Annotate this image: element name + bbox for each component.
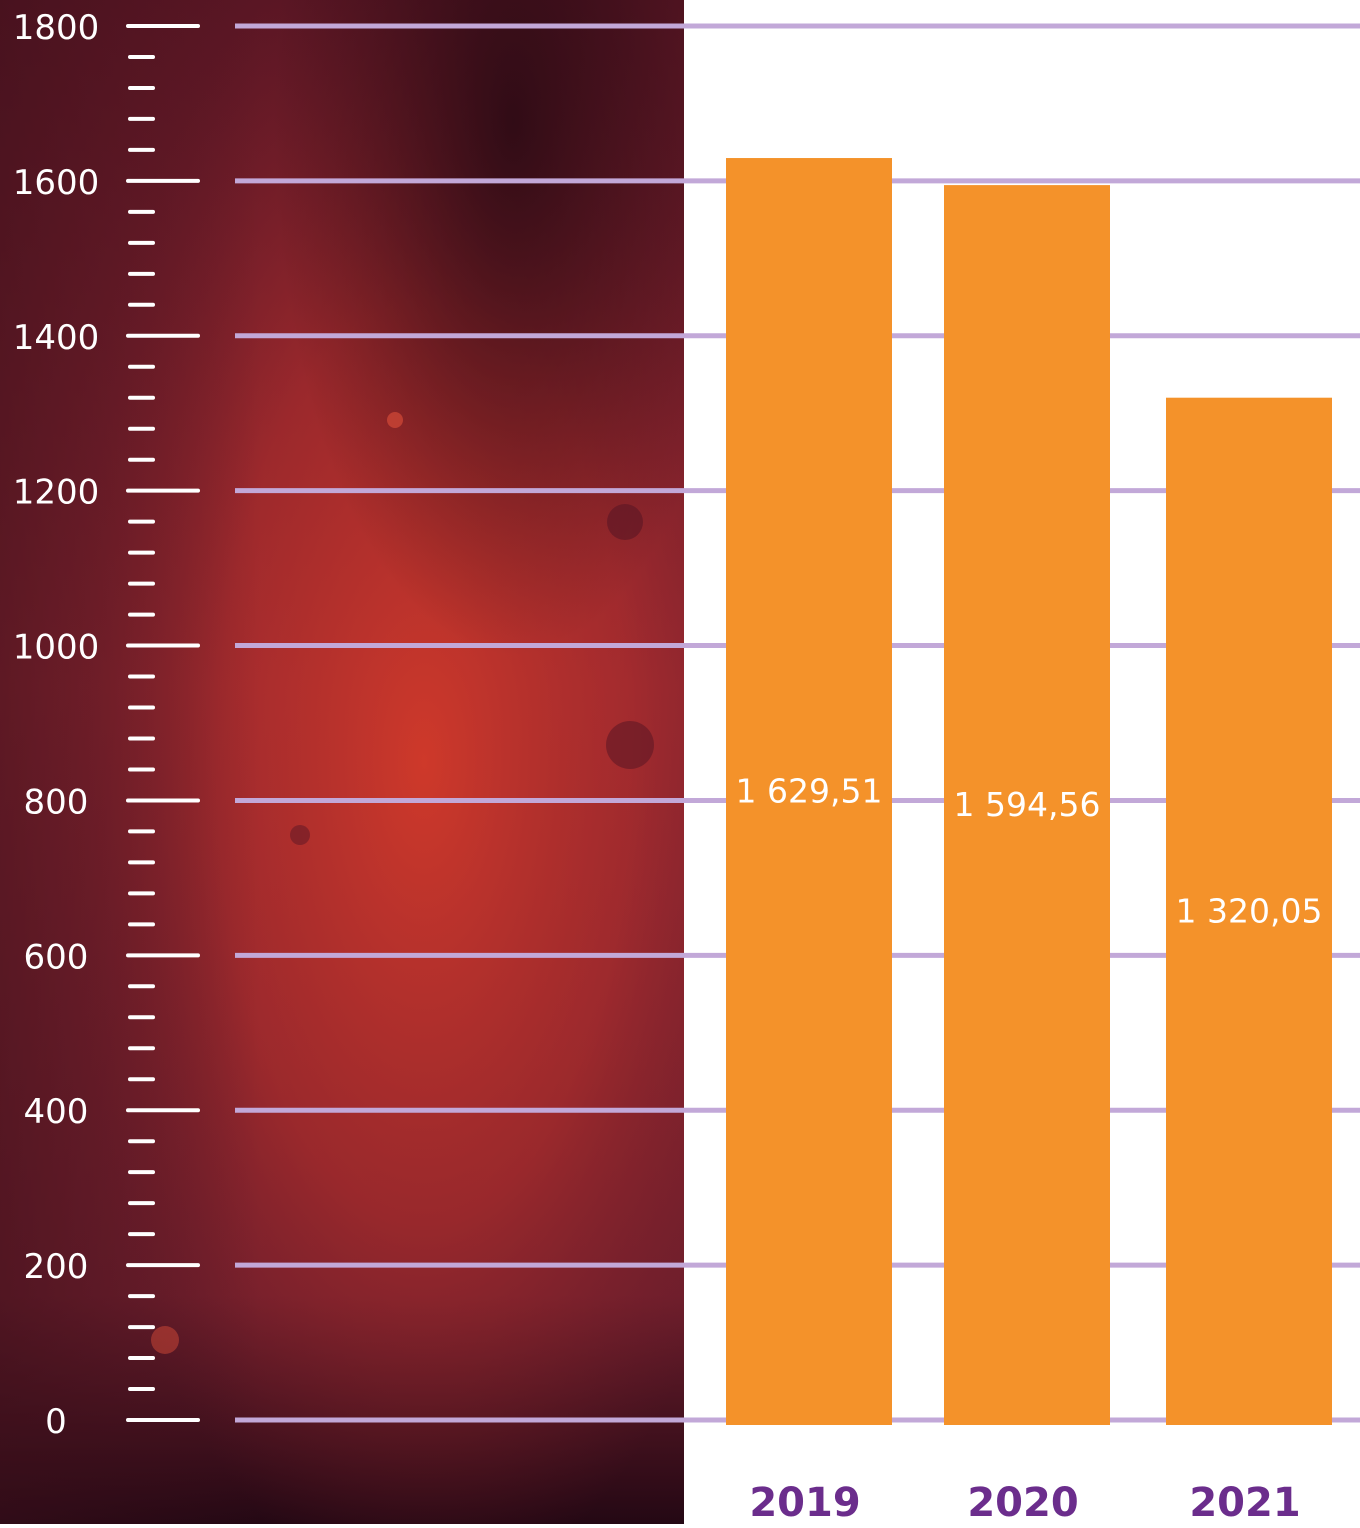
bar-2019 [726,158,892,1425]
background-panel [0,0,684,1524]
category-label: 2019 [749,1480,860,1524]
y-tick-label: 1800 [13,8,100,48]
y-tick-label: 1600 [13,163,100,203]
bars [726,158,1332,1426]
category-label: 2020 [967,1480,1078,1524]
value-label: 1 629,51 [736,772,883,811]
value-label: 1 594,56 [954,785,1101,824]
y-tick-label: 1000 [13,628,100,668]
y-tick-label: 400 [24,1092,89,1132]
y-tick-label: 800 [24,782,89,822]
y-tick-label: 600 [24,937,89,977]
y-tick-label: 0 [45,1402,67,1442]
y-tick-label: 1200 [13,473,100,513]
x-axis-labels: 2019 2020 2021 [749,1480,1300,1526]
value-label: 1 320,05 [1176,891,1323,930]
value-labels: 1 629,51 1 594,56 1 320,05 [736,772,1323,931]
y-tick-label: 200 [24,1247,89,1287]
bar-2020 [944,185,1110,1426]
y-axis-scale: 0 200 400 600 800 1000 1200 1400 1600 1800 [13,8,200,1442]
category-label: 2021 [1189,1480,1300,1524]
bar-2021 [1166,397,1332,1426]
y-tick-label: 1400 [13,318,100,358]
